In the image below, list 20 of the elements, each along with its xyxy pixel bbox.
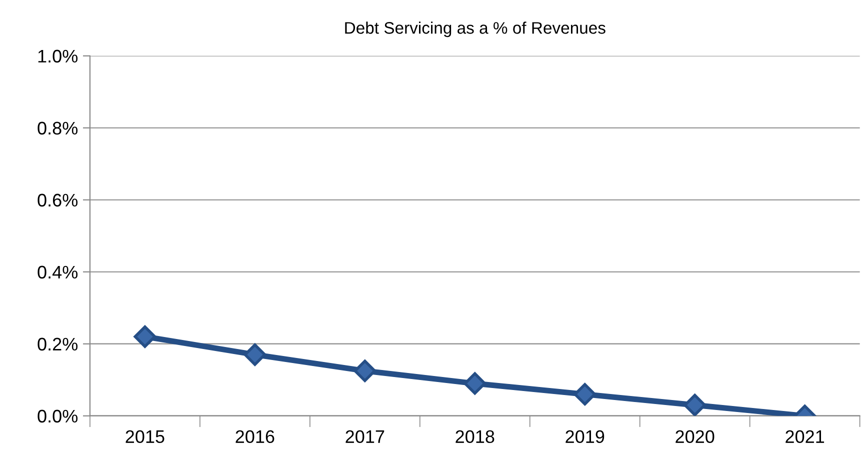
x-tick-label: 2018: [456, 430, 494, 444]
x-tick-label: 2020: [676, 430, 714, 444]
x-tick-label: 2021: [786, 430, 824, 444]
y-tick-label: 1.0%: [38, 50, 78, 63]
point: [244, 343, 266, 366]
y-tick-label: 0.2%: [38, 338, 78, 351]
y-tick-label: 0.4%: [38, 266, 78, 279]
y-tick-label: 0.0%: [38, 410, 78, 423]
point: [684, 394, 706, 416]
y-tick-label: 0.6%: [38, 194, 78, 207]
point: [464, 372, 486, 395]
x-tick-label: 2017: [346, 430, 384, 444]
chart-title: Debt Servicing as a % of Revenues: [345, 22, 606, 38]
point: [134, 325, 156, 348]
x-tick-label: 2019: [566, 430, 604, 444]
x-tick-label: 2016: [236, 430, 274, 444]
y-tick-label: 0.8%: [38, 122, 78, 135]
point: [574, 383, 596, 406]
point: [354, 360, 376, 382]
x-tick-label: 2015: [126, 430, 164, 444]
